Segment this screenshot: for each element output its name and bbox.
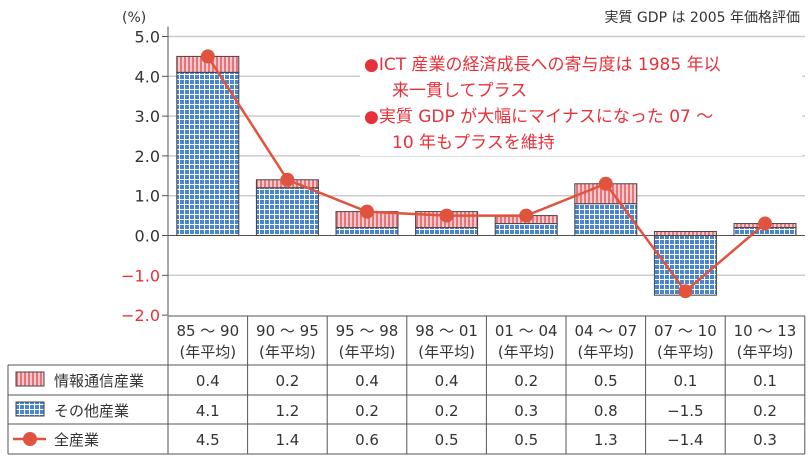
y-tick-label: −2.0	[121, 306, 160, 325]
table-value: 0.5	[594, 372, 618, 390]
category-sub-label: (年平均)	[418, 343, 475, 361]
table-value: 0.6	[355, 431, 379, 449]
table-value: 0.2	[753, 402, 777, 420]
line-point	[360, 204, 374, 219]
y-tick-label: 2.0	[135, 147, 160, 166]
table-value: 0.5	[514, 431, 538, 449]
table-value: 0.1	[673, 372, 697, 390]
table-value: 0.5	[435, 431, 459, 449]
bar-other	[335, 227, 399, 236]
table-value: 0.1	[753, 372, 777, 390]
category-sub-label: (年平均)	[259, 343, 316, 361]
y-tick-label: −1.0	[121, 266, 160, 285]
bar-other	[255, 187, 319, 237]
legend-swatch-point	[23, 432, 37, 446]
table-value: 0.8	[594, 402, 618, 420]
category-sub-label: (年平均)	[498, 343, 555, 361]
category-label: 01 ～ 04	[495, 322, 558, 340]
category-sub-label: (年平均)	[737, 343, 794, 361]
line-point	[200, 49, 215, 64]
table-value: 0.2	[275, 372, 299, 390]
category-label: 85 ～ 90	[176, 322, 239, 340]
line-point	[519, 208, 534, 223]
y-tick-label: 0.0	[135, 227, 160, 246]
table-value: 0.3	[514, 402, 538, 420]
line-point	[678, 284, 693, 299]
bar-other	[176, 71, 240, 236]
line-point	[439, 208, 454, 223]
table-value: 4.1	[196, 402, 220, 420]
table-value: 0.4	[196, 372, 220, 390]
table-value: 0.3	[753, 431, 777, 449]
legend-label: 情報通信産業	[54, 372, 144, 390]
table-value: 0.2	[514, 372, 538, 390]
annotation-text: ●実質 GDP が大幅にマイナスになった 07 ～	[364, 107, 713, 127]
annotation-text: 10 年もプラスを維持	[392, 133, 555, 153]
table-value: 0.4	[355, 372, 379, 390]
legend-swatch-ict	[15, 371, 45, 387]
table-value: 1.4	[275, 431, 299, 449]
legend-label: 全産業	[54, 431, 99, 449]
table-value: 1.3	[594, 431, 618, 449]
y-tick-label: 4.0	[135, 67, 160, 86]
y-tick-label: 5.0	[135, 28, 160, 47]
table-value: 0.2	[435, 402, 459, 420]
category-label: 07 ～ 10	[654, 322, 717, 340]
table-value: 1.2	[275, 402, 299, 420]
bar-other	[494, 223, 558, 236]
category-sub-label: (年平均)	[339, 343, 396, 361]
legend-swatch-other	[15, 401, 45, 417]
y-tick-label: 3.0	[135, 107, 160, 126]
category-label: 90 ～ 95	[256, 322, 319, 340]
bar-other	[415, 227, 479, 236]
bar-other	[574, 203, 638, 237]
line-all-industries	[206, 55, 766, 294]
category-sub-label: (年平均)	[179, 343, 236, 361]
category-sub-label: (年平均)	[657, 343, 714, 361]
legend-label: その他産業	[54, 402, 129, 420]
table-value: −1.5	[667, 402, 703, 420]
annotation-text: ●ICT 産業の経済成長への寄与度は 1985 年以	[364, 55, 721, 75]
y-tick-label: 1.0	[135, 187, 160, 206]
line-point	[758, 216, 772, 231]
category-label: 10 ～ 13	[734, 322, 797, 340]
bar-ict	[653, 231, 717, 237]
line-point	[598, 176, 613, 191]
category-label: 04 ～ 07	[574, 322, 637, 340]
table-value: 0.2	[355, 402, 379, 420]
table-value: −1.4	[667, 431, 703, 449]
category-label: 95 ～ 98	[336, 322, 399, 340]
annotation-box	[360, 44, 802, 156]
category-sub-label: (年平均)	[577, 343, 634, 361]
table-value: 0.4	[435, 372, 459, 390]
table-value: 4.5	[196, 431, 220, 449]
annotation-text: 来一貫してプラス	[392, 81, 527, 101]
line-point	[280, 172, 295, 187]
unit-label: (%)	[122, 10, 146, 26]
category-label: 98 ～ 01	[415, 322, 478, 340]
note: 実質 GDP は 2005 年価格評価	[604, 10, 800, 26]
